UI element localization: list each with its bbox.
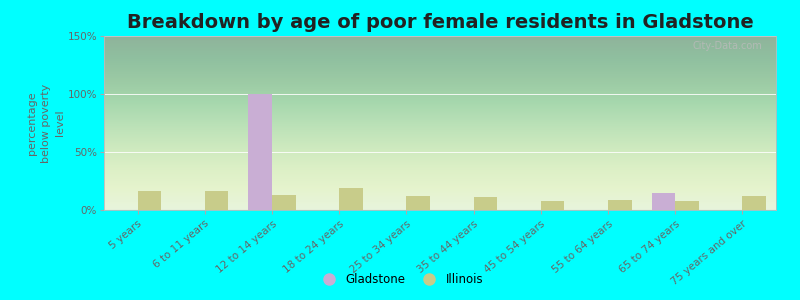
Bar [742, 196, 766, 210]
Bar [272, 195, 295, 210]
Bar [138, 191, 161, 210]
Bar [608, 200, 631, 210]
Bar [675, 201, 698, 210]
Text: City-Data.com: City-Data.com [693, 41, 762, 51]
Bar [652, 193, 675, 210]
Bar [249, 94, 272, 210]
Bar [541, 201, 564, 210]
Bar [474, 197, 497, 210]
Bar [205, 191, 228, 210]
Legend: Gladstone, Illinois: Gladstone, Illinois [312, 269, 488, 291]
Bar [406, 196, 430, 210]
Bar [339, 188, 362, 210]
Y-axis label: percentage
below poverty
level: percentage below poverty level [26, 83, 65, 163]
Title: Breakdown by age of poor female residents in Gladstone: Breakdown by age of poor female resident… [126, 13, 754, 32]
